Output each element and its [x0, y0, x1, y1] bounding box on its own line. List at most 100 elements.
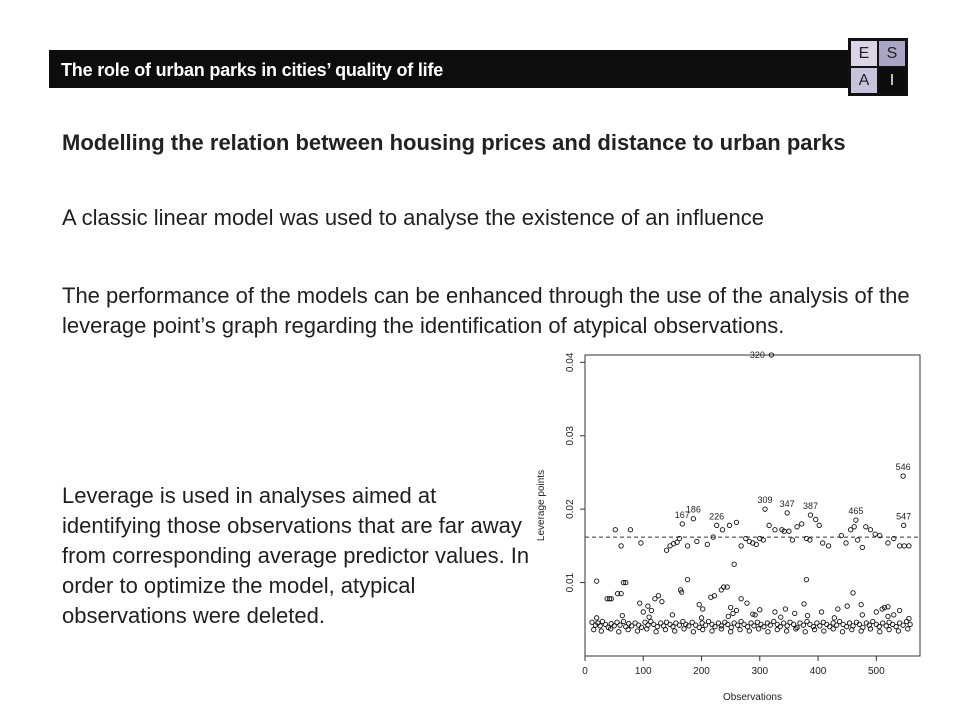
data-point: [848, 527, 854, 533]
point-label: 186: [686, 505, 701, 515]
data-point: [718, 623, 724, 629]
data-point: [891, 535, 897, 542]
data-point: [876, 623, 882, 630]
data-point: [658, 620, 664, 626]
data-point: [830, 626, 836, 632]
data-point: [646, 614, 652, 620]
data-point: [654, 623, 660, 630]
data-point: [612, 527, 618, 533]
leverage-scatter-plot: 0 100 200 300 400 500 0.01 0.02 0.03 0.04 Observat…: [536, 350, 921, 703]
data-point: [885, 604, 891, 610]
data-point: [885, 540, 891, 546]
data-point: [698, 615, 705, 621]
data-point: [771, 618, 777, 625]
point-label: 320: [750, 350, 765, 360]
data-point: [679, 589, 685, 595]
data-point: [705, 618, 712, 625]
data-point: [799, 521, 805, 527]
data-point: [640, 609, 646, 615]
point-label: 347: [780, 499, 795, 509]
data-point: [589, 619, 595, 625]
data-point: [896, 543, 903, 549]
header-title: The role of urban parks in cities’ quali…: [61, 60, 444, 80]
data-point: [880, 620, 886, 626]
data-point: [597, 623, 603, 629]
labeled-point: [690, 516, 697, 522]
data-point: [681, 626, 687, 632]
data-point: [655, 593, 662, 599]
data-point: [718, 587, 724, 593]
data-point: [851, 524, 857, 530]
data-point: [873, 609, 879, 615]
x-tick-label: 0: [582, 666, 588, 677]
data-point: [711, 593, 717, 599]
data-point: [804, 612, 811, 619]
data-point: [801, 601, 807, 607]
data-point: [800, 622, 807, 628]
data-point: [886, 626, 892, 633]
data-point: [802, 629, 808, 635]
data-point: [620, 579, 627, 586]
data-point: [753, 541, 759, 548]
data-point: [867, 626, 874, 632]
data-point: [778, 614, 784, 620]
data-point: [733, 607, 740, 614]
labeled-point: [679, 521, 685, 527]
data-point: [712, 623, 718, 630]
data-point: [814, 620, 820, 626]
data-point: [834, 622, 840, 628]
logo-letter-i: I: [879, 68, 905, 93]
data-point: [676, 535, 683, 542]
data-point: [896, 607, 903, 614]
data-point: [715, 620, 722, 626]
data-point: [858, 601, 864, 608]
data-point: [901, 543, 907, 549]
data-point: [813, 516, 819, 523]
data-point: [724, 584, 730, 590]
labeled-point: [762, 506, 768, 512]
data-point: [757, 607, 763, 613]
data-point: [744, 600, 750, 606]
data-point: [793, 626, 799, 632]
data-point: [645, 603, 651, 609]
data-point: [804, 618, 810, 625]
data-point: [836, 618, 843, 625]
data-point: [696, 601, 702, 608]
data-point: [598, 628, 604, 634]
data-point: [905, 626, 911, 632]
header-bar: The role of urban parks in cities’ quali…: [49, 50, 849, 88]
data-point: [835, 606, 841, 612]
labeled-point: [784, 510, 790, 516]
data-point: [755, 626, 762, 632]
x-tick-label: 200: [693, 666, 710, 677]
data-point: [781, 620, 787, 626]
point-label: 465: [848, 506, 863, 516]
data-point: [748, 620, 754, 626]
data-point: [728, 629, 734, 635]
data-point: [721, 584, 727, 590]
data-point: [783, 628, 790, 634]
data-point: [734, 622, 741, 628]
data-point: [672, 628, 678, 634]
data-point: [659, 599, 665, 605]
plot-frame: [584, 354, 921, 657]
data-point: [789, 537, 796, 543]
labeled-point: [853, 517, 859, 523]
data-point: [676, 622, 683, 628]
data-point: [743, 535, 749, 542]
data-point: [731, 561, 737, 567]
data-point: [867, 527, 874, 533]
logo-letter-e: E: [851, 41, 877, 66]
x-tick-label: 100: [635, 666, 652, 677]
data-point: [702, 622, 709, 628]
paragraph-performance: The performance of the models can be enh…: [62, 283, 910, 338]
data-point: [718, 626, 724, 632]
data-point: [831, 615, 838, 621]
data-point: [839, 629, 846, 635]
data-point: [663, 547, 670, 553]
labeled-point: [901, 522, 907, 528]
data-point: [674, 539, 680, 545]
data-point: [726, 522, 733, 528]
data-point: [893, 623, 899, 630]
x-tick-label: 500: [868, 666, 885, 677]
